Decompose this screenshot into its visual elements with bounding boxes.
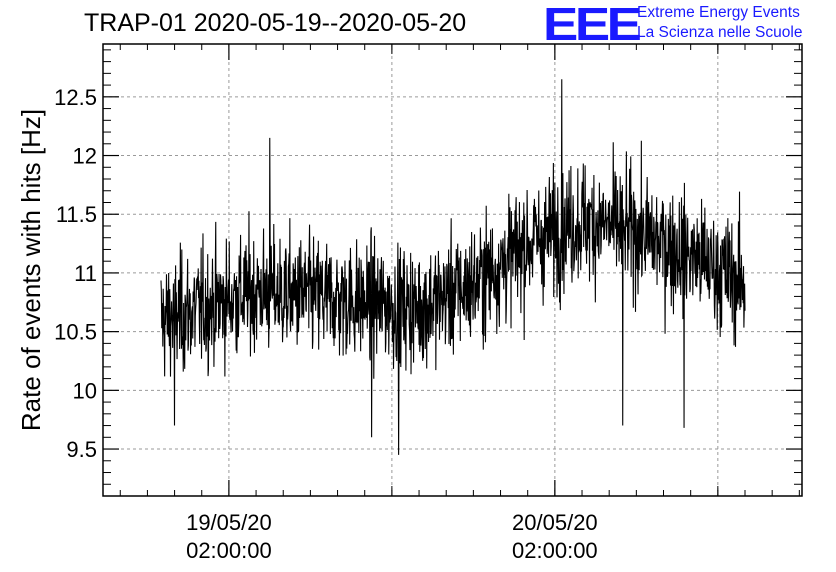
logo-subtitle-line2: La Scienza nelle Scuole — [637, 24, 803, 41]
x-axis-ticks: 19/05/20 02:00:00 20/05/20 02:00:00 — [119, 44, 800, 563]
logo-subtitle-line1: Extreme Energy Events — [637, 4, 800, 21]
y-tick-label: 10 — [73, 378, 97, 403]
eee-logo: EEE — [543, 0, 642, 50]
y-tick-label: 12.5 — [54, 85, 97, 110]
y-axis-ticks: 9.5 10 10.5 11 11.5 12 12.5 — [54, 49, 802, 497]
series-path — [160, 79, 746, 455]
chart-title: TRAP-01 2020-05-19--2020-05-20 — [84, 9, 467, 37]
y-tick-label: 11 — [74, 261, 97, 286]
y-tick-label: 9.5 — [66, 437, 97, 462]
series-line — [160, 79, 746, 455]
y-axis-label: Rate of events with hits [Hz] — [16, 109, 46, 431]
x-tick-label-time: 02:00:00 — [512, 538, 598, 563]
y-tick-label: 10.5 — [54, 320, 97, 345]
x-tick-label-date: 20/05/20 — [512, 510, 598, 535]
x-tick-label-date: 19/05/20 — [186, 510, 272, 535]
x-tick-label-time: 02:00:00 — [186, 538, 272, 563]
plot-frame — [102, 43, 803, 497]
y-tick-label: 11.5 — [56, 202, 97, 227]
y-tick-label: 12 — [73, 144, 97, 169]
